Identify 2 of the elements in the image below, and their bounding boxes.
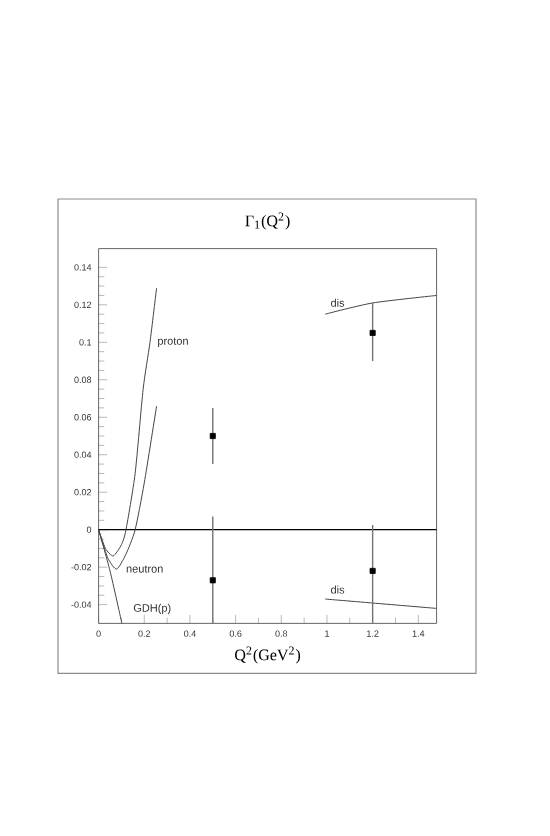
x-axis-title: Q$^{2}$(GeV$^{2}$) <box>235 646 301 664</box>
chart-title: Γ$_{1}$(Q$^{2}$) <box>245 212 290 230</box>
